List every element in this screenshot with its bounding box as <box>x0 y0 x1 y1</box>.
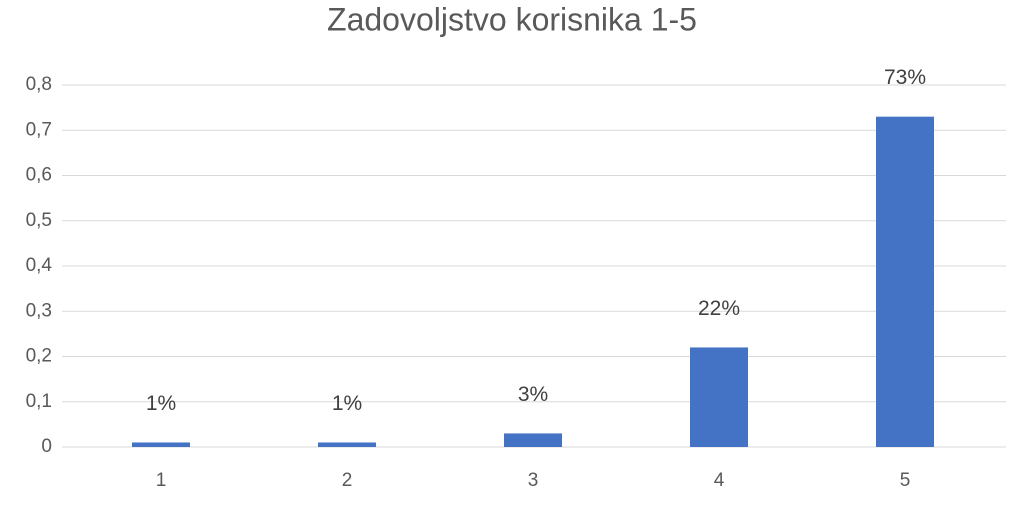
x-tick-label: 1 <box>156 470 167 491</box>
y-tick-label: 0,8 <box>26 74 52 95</box>
y-tick-label: 0,5 <box>26 210 52 231</box>
y-tick-label: 0 <box>41 436 52 457</box>
data-label: 1% <box>332 392 362 415</box>
bar <box>132 442 190 447</box>
y-tick-label: 0,4 <box>26 255 53 276</box>
bar <box>876 116 934 448</box>
data-label: 73% <box>884 66 926 89</box>
chart-title: Zadovoljstvo korisnika 1-5 <box>327 1 697 37</box>
x-tick-label: 5 <box>900 470 911 491</box>
y-tick-label: 0,2 <box>26 346 52 367</box>
x-tick-label: 4 <box>714 470 725 491</box>
bar <box>690 347 748 447</box>
data-label: 3% <box>518 383 548 406</box>
data-label: 22% <box>698 297 740 320</box>
x-tick-label: 3 <box>528 470 539 491</box>
bar <box>504 433 562 447</box>
y-tick-label: 0,7 <box>26 119 52 140</box>
y-tick-label: 0,6 <box>26 165 52 186</box>
data-label: 1% <box>146 392 176 415</box>
bar <box>318 442 376 447</box>
y-tick-label: 0,3 <box>26 300 52 321</box>
x-tick-label: 2 <box>342 470 353 491</box>
y-tick-label: 0,1 <box>26 391 52 412</box>
